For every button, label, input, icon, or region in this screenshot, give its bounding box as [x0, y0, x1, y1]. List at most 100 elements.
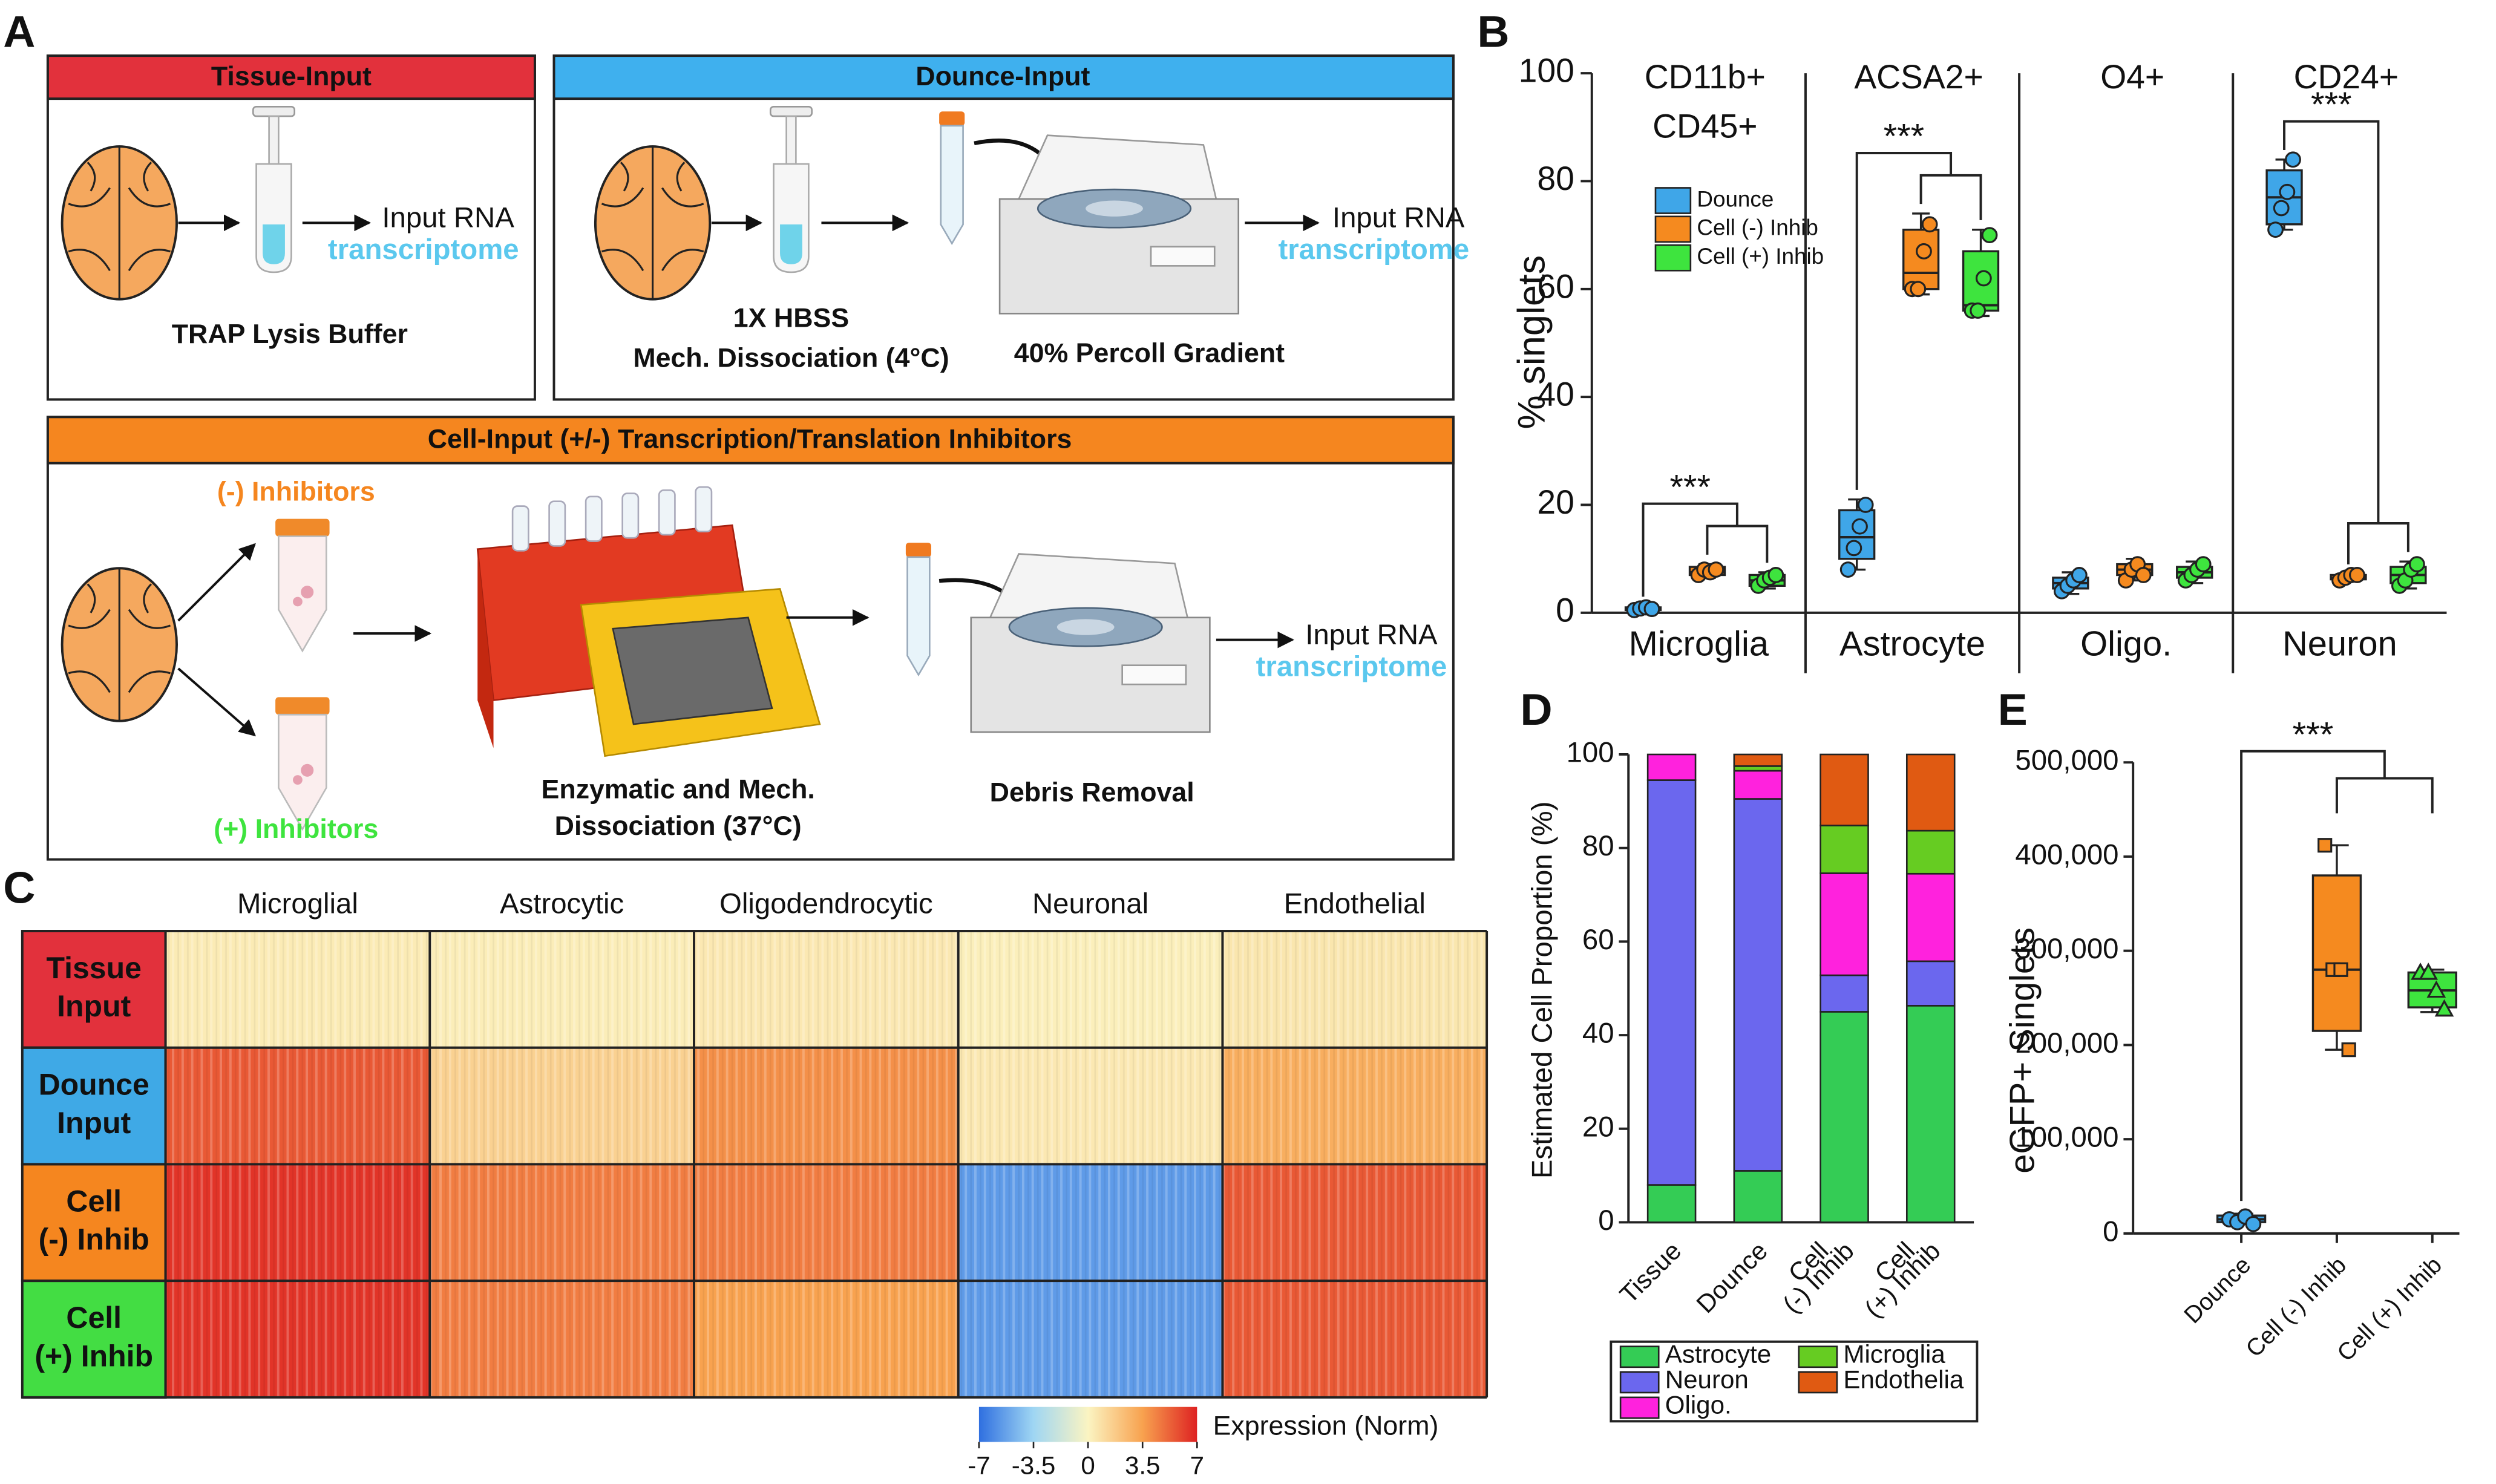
- x-tick-label: Dounce: [1691, 1237, 1773, 1319]
- box-plot: [2330, 567, 2367, 589]
- y-axis-label: Estimated Cell Proportion (%): [1526, 802, 1558, 1179]
- legend-swatch: [1619, 1396, 1660, 1419]
- bar-segment: [1820, 753, 1869, 826]
- point: [2419, 963, 2439, 980]
- box-plot: [2265, 151, 2303, 238]
- step-label: Enzymatic and Mech.: [542, 774, 815, 804]
- colorbar-tick-label: 3.5: [1125, 1451, 1161, 1480]
- bar-segment: [1733, 1170, 1783, 1223]
- y-tick-label: 200,000: [2015, 1027, 2118, 1059]
- step-label: TRAP Lysis Buffer: [172, 319, 408, 349]
- bar-segment: [1905, 753, 1956, 832]
- y-tick-label: 0: [2103, 1215, 2118, 1247]
- point: [1970, 302, 1987, 319]
- y-tick-label: 0: [1556, 591, 1574, 629]
- box-plot: [2176, 556, 2213, 589]
- group-label: CD45+: [1653, 108, 1757, 145]
- box-plot: [2216, 1208, 2267, 1232]
- step-label: Mech. Dissociation (4°C): [633, 343, 949, 373]
- panel-label: C: [3, 863, 35, 913]
- y-tick-label: 100: [1567, 737, 1614, 769]
- significance-bracket: [1642, 502, 1769, 597]
- bar-segment: [1820, 872, 1869, 976]
- column-label: Oligodendrocytic: [719, 887, 933, 920]
- box-header: [46, 54, 536, 100]
- row-label: (+) Inhib: [34, 1339, 153, 1373]
- point: [2349, 567, 2365, 583]
- point: [2285, 151, 2301, 168]
- significance-bracket: [2283, 120, 2409, 564]
- y-tick-label: 400,000: [2015, 838, 2118, 871]
- point: [2279, 183, 2296, 200]
- row-label: Cell: [66, 1301, 122, 1335]
- legend-swatch: [1798, 1371, 1838, 1394]
- box-plot: [1902, 212, 1940, 298]
- legend-swatch: [1654, 187, 1692, 214]
- condition-label: (-) Inhibitors: [217, 477, 375, 506]
- y-tick-label: 0: [1598, 1205, 1614, 1237]
- y-tick-label: 80: [1582, 830, 1614, 862]
- brain-icon: [594, 145, 712, 301]
- point: [2267, 221, 2284, 238]
- arrow: [177, 543, 256, 622]
- significance-bracket: [1855, 151, 1982, 490]
- legend-label: Cell (+) Inhib: [1697, 244, 1824, 269]
- group-label: CD11b+: [1645, 58, 1766, 96]
- arrow: [177, 667, 256, 737]
- point: [2434, 999, 2454, 1017]
- x-tick-label: Microglia: [1629, 624, 1769, 663]
- bar-segment: [1733, 770, 1783, 800]
- tube-icon: [905, 541, 932, 676]
- y-axis-label: eGFP+ Singlets: [2003, 927, 2042, 1174]
- point: [2333, 962, 2348, 977]
- row-label: Input: [57, 989, 131, 1023]
- bar-segment: [1905, 960, 1956, 1007]
- step-label: 40% Percoll Gradient: [1014, 339, 1285, 368]
- point: [1981, 227, 1998, 244]
- step-label: Dissociation (37°C): [555, 811, 802, 841]
- bar-segment: [1905, 829, 1956, 875]
- row-label: Tissue: [47, 951, 142, 985]
- panel-label: D: [1520, 684, 1552, 734]
- point: [1910, 281, 1927, 298]
- x-tick-label: Tissue: [1614, 1237, 1687, 1309]
- y-tick-label: 60: [1537, 267, 1574, 305]
- row-label-box: [21, 1046, 167, 1166]
- point: [1767, 567, 1784, 583]
- box-title: Dounce-Input: [916, 62, 1090, 91]
- output-label: Input RNA: [1332, 202, 1465, 234]
- row-label-box: [21, 930, 167, 1049]
- point: [1846, 540, 1862, 557]
- output-sub: transcriptome: [1256, 650, 1447, 682]
- tube-icon: [938, 110, 966, 244]
- box-plot: [1624, 599, 1662, 618]
- point: [1921, 216, 1938, 233]
- column-label: Endothelial: [1284, 887, 1426, 920]
- y-axis-label: % singlets: [1511, 255, 1553, 430]
- y-tick-label: 20: [1537, 483, 1574, 521]
- point: [1975, 270, 1992, 287]
- significance-label: ***: [2293, 715, 2334, 754]
- colorbar: [978, 1407, 1197, 1442]
- point: [2408, 556, 2425, 573]
- box-plot: [1688, 561, 1726, 583]
- box-header: [552, 54, 1455, 100]
- point: [2426, 980, 2446, 998]
- box-plot: [2311, 838, 2362, 1057]
- significance-label: ***: [2311, 85, 2352, 124]
- y-tick-label: 40: [1537, 376, 1574, 413]
- box-plot: [2390, 556, 2427, 594]
- point: [2071, 567, 2088, 583]
- panel-label: A: [3, 6, 35, 56]
- legend-label: Dounce: [1697, 186, 1774, 211]
- box-plot: [2052, 567, 2089, 600]
- box-plot: [1962, 227, 2000, 319]
- brain-icon: [61, 145, 178, 301]
- group-label: O4+: [2100, 58, 2164, 96]
- y-tick-label: 60: [1582, 924, 1614, 956]
- column-label: Neuronal: [1032, 887, 1148, 920]
- dissociator-icon: [476, 486, 821, 757]
- legend-label: Oligo.: [1665, 1391, 1732, 1419]
- row-label-box: [21, 1280, 167, 1399]
